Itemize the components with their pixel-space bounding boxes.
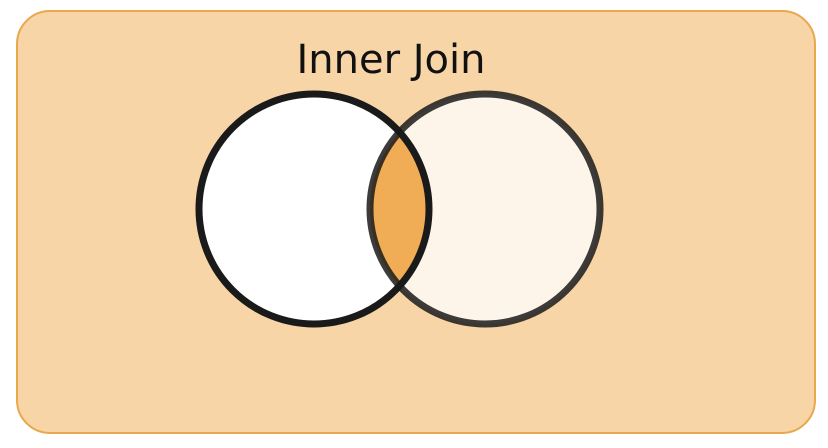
right-circle-fill: [370, 94, 600, 324]
diagram-title: Inner Join: [296, 37, 486, 83]
left-circle-outline: [195, 90, 433, 328]
right-circle-outline: [366, 90, 604, 328]
left-circle-fill: [199, 94, 429, 324]
